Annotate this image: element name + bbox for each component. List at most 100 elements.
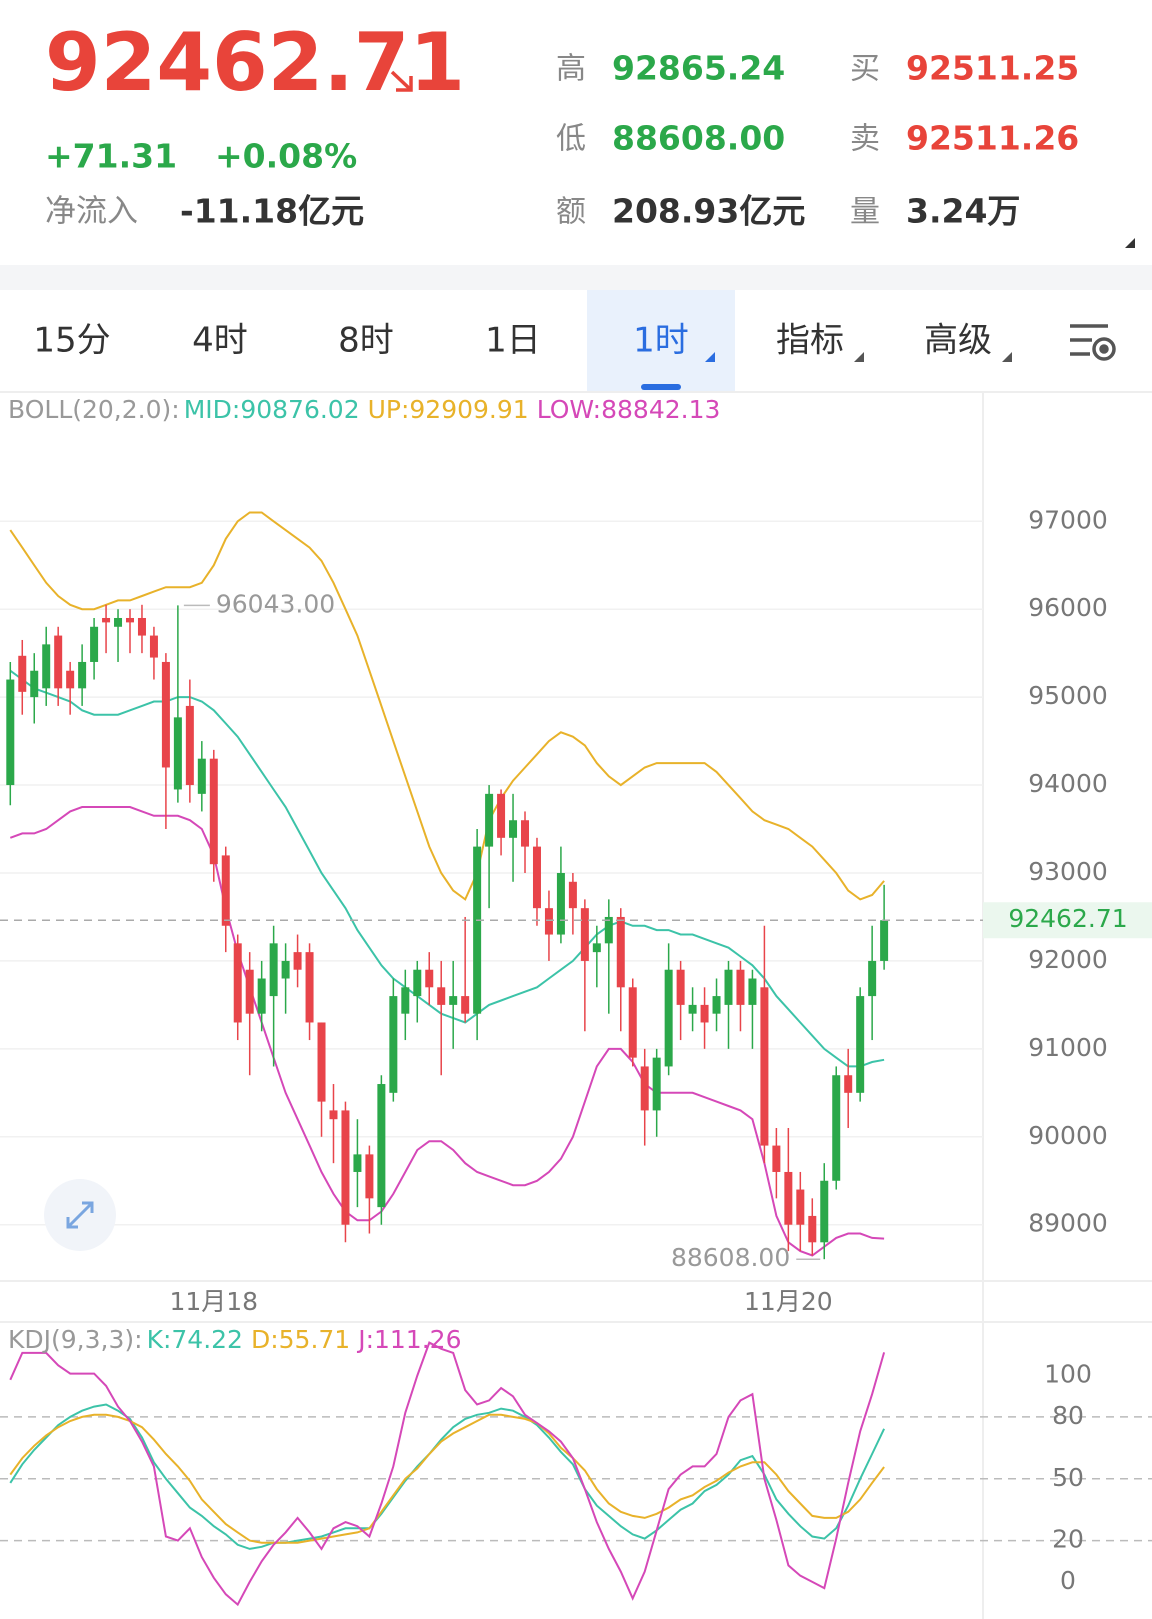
settings-icon[interactable] <box>1070 324 1116 361</box>
legend-item: MID:90876.02 <box>184 395 360 424</box>
candle-body <box>461 996 470 1014</box>
tab-label[interactable]: 4时 <box>192 321 248 361</box>
candle-body <box>221 855 230 926</box>
candle-body <box>628 987 637 1058</box>
indicator-legend: KDJ(9,3,3): K:74.22 D:55.71 J:111.26 <box>8 1325 461 1354</box>
stat-value: 92865.24 <box>612 49 785 88</box>
last-price-tag <box>983 902 1152 939</box>
candle-body <box>592 943 601 953</box>
y-tick-label: 80 <box>1052 1401 1084 1430</box>
candle-body <box>197 758 206 794</box>
indicator-line <box>9 806 885 1257</box>
annotation-label: 88608.00 <box>671 1243 790 1272</box>
candle-body <box>688 1004 697 1014</box>
candle-body <box>245 969 254 1014</box>
tab-selected-bg[interactable] <box>587 290 735 392</box>
legend-item: K:74.22 <box>147 1325 243 1354</box>
candle-body <box>281 960 290 979</box>
tab[interactable]: 15分 <box>33 321 110 361</box>
dropdown-triangle[interactable] <box>854 352 864 362</box>
legend-item: UP:92909.91 <box>368 395 529 424</box>
legend-item: J:111.26 <box>356 1325 461 1354</box>
indicator-line <box>9 1403 886 1550</box>
candle-body <box>257 978 266 1014</box>
tab-underline[interactable] <box>641 384 681 390</box>
candle-body <box>233 943 242 1023</box>
candle-body <box>856 996 865 1093</box>
stat-label: 额 <box>556 195 586 230</box>
candle-body <box>149 635 158 658</box>
candle-body <box>808 1215 817 1243</box>
candle-body <box>796 1189 805 1225</box>
stat-value: 92511.26 <box>906 119 1079 158</box>
candle-body <box>664 969 673 1067</box>
candle-body <box>30 670 39 698</box>
legend-title: KDJ(9,3,3): <box>8 1325 143 1354</box>
candle-body <box>377 1084 386 1208</box>
current-price: 92462.71 <box>45 16 465 109</box>
candle-body <box>724 969 733 1005</box>
tab-bar: 15分 4时 8时 1日 1时 指标 高级 <box>33 290 1012 392</box>
stat-value: 92511.25 <box>906 49 1079 88</box>
candle-body <box>616 916 625 988</box>
tab[interactable]: 1时 <box>587 290 735 392</box>
fullscreen-button[interactable] <box>44 1179 116 1251</box>
candle-body <box>126 617 134 623</box>
tab[interactable]: 高级 <box>924 321 1012 363</box>
stat-label: 买 <box>850 52 880 87</box>
candle-body <box>305 952 314 1023</box>
candle-body <box>736 969 745 1005</box>
tab-label[interactable]: 指标 <box>776 321 844 361</box>
candle-body <box>580 908 589 961</box>
y-tick-label: 50 <box>1052 1463 1084 1492</box>
indicator-line <box>9 511 885 901</box>
tab[interactable]: 8时 <box>338 321 394 361</box>
stats-grid: 高 92865.24 买 92511.25 低 88608.00 卖 92511.26 额 208… <box>556 49 1079 231</box>
dropdown-triangle[interactable] <box>705 352 715 362</box>
annotation-label: 96043.00 <box>216 589 335 618</box>
tab[interactable]: 指标 <box>776 321 864 363</box>
indicator-line <box>9 1413 885 1544</box>
stat-label: 低 <box>556 122 586 157</box>
x-tick-label: 11月18 <box>169 1287 258 1316</box>
candle-body <box>389 996 398 1093</box>
tab-label[interactable]: 1日 <box>485 321 541 361</box>
x-tick-label: 11月20 <box>744 1287 833 1316</box>
expand-triangle[interactable] <box>1125 238 1135 248</box>
candle-body <box>365 1154 374 1199</box>
y-tick-label: 20 <box>1052 1525 1084 1554</box>
price-change: +71.31 <box>45 137 177 176</box>
tab-label[interactable]: 高级 <box>924 321 992 361</box>
net-inflow-label: 净流入 <box>45 194 138 230</box>
candle-body <box>209 758 218 865</box>
fullscreen-icon[interactable] <box>66 1201 94 1229</box>
candle-body <box>137 617 146 636</box>
candle-body <box>844 1075 853 1093</box>
tab[interactable]: 4时 <box>192 321 248 361</box>
candle-body <box>748 978 757 1005</box>
candle-body <box>341 1110 350 1225</box>
down-arrow-icon <box>390 70 413 92</box>
candle-body <box>544 908 553 935</box>
y-tick-label: 0 <box>1060 1566 1076 1595</box>
candle-body <box>509 820 518 838</box>
stat-value: 88608.00 <box>612 119 785 158</box>
y-tick-label: 91000 <box>1028 1033 1108 1062</box>
tab[interactable]: 1日 <box>485 321 541 361</box>
tab-label[interactable]: 1时 <box>633 321 689 361</box>
candle-body <box>473 846 482 1014</box>
candle-body <box>532 846 541 909</box>
dropdown-triangle[interactable] <box>1002 352 1012 362</box>
price-change-pct: +0.08% <box>215 137 357 176</box>
y-tick-label: 95000 <box>1028 681 1108 710</box>
y-tick-label: 97000 <box>1028 505 1108 534</box>
tab-label[interactable]: 8时 <box>338 321 394 361</box>
tab-label[interactable]: 15分 <box>33 321 110 361</box>
y-tick-label: 96000 <box>1028 593 1108 622</box>
candle-body <box>102 617 111 623</box>
stat-value: 208.93亿元 <box>612 192 805 231</box>
candle-body <box>521 820 530 847</box>
candle-body <box>293 952 302 970</box>
